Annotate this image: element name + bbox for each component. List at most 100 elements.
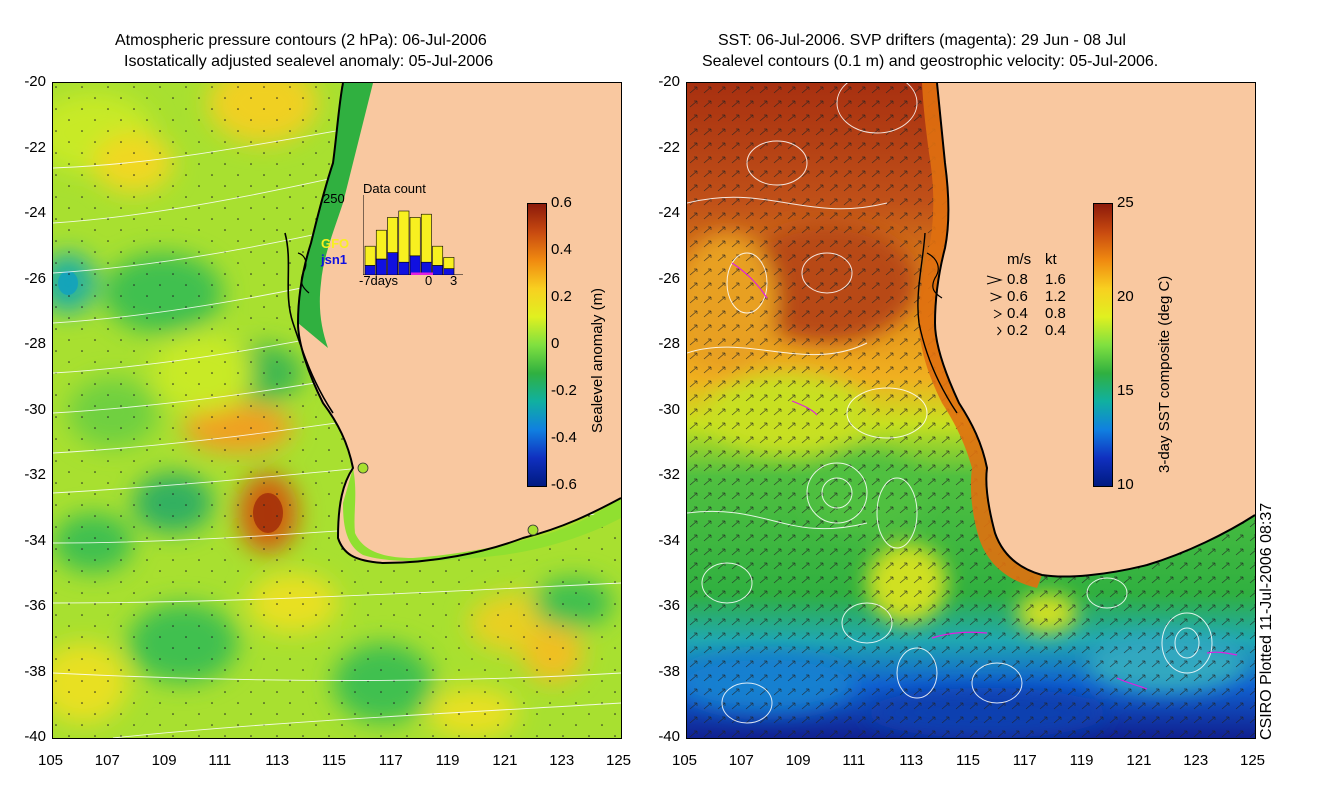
left-y-tick: -28	[24, 335, 46, 352]
data-count-bars	[363, 195, 463, 275]
right-y-tick: -24	[658, 204, 680, 221]
left-x-tick: 121	[492, 752, 518, 769]
right-x-tick: 115	[956, 752, 980, 769]
jsn1-bar	[398, 261, 410, 275]
left-panel-tick: 0.2	[551, 288, 572, 305]
left-y-tick: -36	[24, 597, 46, 614]
gfo-bar	[387, 217, 399, 253]
right-title-line2: Sealevel contours (0.1 m) and geostrophi…	[702, 53, 1159, 70]
velocity-legend-kt-header: kt	[1045, 251, 1057, 268]
velocity-arrow-icon	[993, 309, 1003, 319]
right-y-tick: -26	[658, 269, 680, 287]
right-x-tick: 119	[1069, 752, 1094, 769]
velocity-kt-value: 1.6	[1045, 271, 1066, 288]
gfo-bar	[432, 245, 444, 266]
right-x-tick: 109	[785, 752, 811, 769]
left-y-tick: -22	[24, 138, 46, 156]
gfo-bar	[420, 213, 432, 263]
sealevel-colorbar-label: Sealevel anomaly (m)	[589, 287, 606, 433]
right-y-tick: -40	[658, 728, 680, 745]
velocity-kt-value: 1.2	[1045, 288, 1066, 305]
left-y-tick: -24	[24, 204, 46, 221]
velocity-arrow-icon	[990, 292, 1003, 302]
data-count-jsn1-label: jsn1	[321, 252, 348, 267]
right-x-tick: 117	[1012, 752, 1037, 769]
left-y-tick: -40	[24, 728, 46, 745]
left-y-tick: -38	[24, 662, 46, 680]
right-panel-tick: 15	[1117, 382, 1134, 399]
left-title-line2: Isostatically adjusted sealevel anomaly:…	[124, 53, 494, 70]
right-y-tick: -32	[658, 466, 680, 483]
right-y-tick: -20	[658, 73, 680, 90]
left-sealevel-map: Data count 250 GFO jsn1 -7days 0 3 0.6 0.…	[52, 82, 622, 739]
left-x-tick: 117	[378, 752, 403, 769]
right-sst-map: m/s kt 0.8 1.6 0.6 1.2 0.4 0.8 0.2 0.4 25 20 15 10…	[686, 82, 1256, 739]
jsn1-bar	[432, 265, 444, 275]
velocity-legend: m/s kt 0.8 1.6 0.6 1.2 0.4 0.8 0.2 0.4	[985, 251, 1095, 351]
left-x-tick: 107	[94, 752, 120, 769]
left-y-tick: -30	[24, 400, 46, 418]
sealevel-colorbar	[527, 203, 547, 487]
data-count-title: Data count	[363, 181, 426, 196]
right-y-tick: -36	[658, 597, 680, 614]
right-x-tick: 123	[1183, 752, 1209, 769]
right-x-tick: 111	[842, 752, 866, 769]
velocity-arrow-icon	[986, 275, 1003, 285]
left-x-tick: 119	[435, 752, 460, 769]
left-y-tick: -20	[24, 73, 46, 90]
left-x-tick: 113	[265, 752, 290, 769]
left-panel-tick: 0	[551, 335, 560, 352]
velocity-kt-value: 0.8	[1045, 305, 1066, 322]
left-panel-tick: -0.6	[551, 476, 577, 493]
data-count-xlabel-right: 3	[450, 273, 458, 288]
left-y-tick: -34	[24, 531, 46, 549]
sst-colorbar	[1093, 203, 1113, 487]
right-x-tick: 113	[899, 752, 924, 769]
left-y-tick: -26	[24, 269, 46, 287]
velocity-ms-value: 0.4	[1007, 305, 1028, 322]
gfo-bar	[409, 217, 421, 257]
right-y-tick: -38	[658, 662, 680, 680]
velocity-kt-value: 0.4	[1045, 322, 1066, 339]
left-x-tick: 115	[322, 752, 346, 769]
left-x-tick: 125	[606, 752, 632, 769]
velocity-legend-ms-header: m/s	[1007, 251, 1032, 268]
data-count-ymax: 250	[323, 191, 345, 206]
left-y-tick: -32	[24, 466, 46, 483]
gfo-bar	[398, 210, 410, 263]
gfo-bar	[443, 257, 455, 269]
right-panel-tick: 25	[1117, 194, 1134, 211]
left-x-tick: 123	[549, 752, 575, 769]
left-panel-tick: -0.4	[551, 429, 577, 446]
left-x-tick: 109	[151, 752, 177, 769]
data-count-gfo-label: GFO	[321, 236, 350, 251]
jsn1-bar	[387, 252, 399, 275]
right-x-tick: 121	[1126, 752, 1152, 769]
left-x-tick: 105	[38, 752, 64, 769]
velocity-ms-value: 0.8	[1007, 271, 1028, 288]
data-count-inset: Data count 250 GFO jsn1 -7days 0 3	[321, 181, 473, 301]
gfo-bar	[375, 229, 387, 260]
right-title-line1: SST: 06-Jul-2006. SVP drifters (magenta)…	[718, 32, 1126, 49]
velocity-ms-value: 0.2	[1007, 322, 1028, 339]
right-x-tick: 105	[672, 752, 698, 769]
svp-drifter-tracks	[731, 262, 1238, 690]
gfo-bar	[364, 245, 376, 266]
sst-colorbar-label: 3-day SST composite (deg C)	[1156, 275, 1173, 473]
right-panel-tick: 20	[1117, 288, 1134, 305]
left-panel-tick: 0.6	[551, 194, 572, 211]
right-panel-tick: 10	[1117, 476, 1134, 493]
right-y-tick: -22	[658, 138, 680, 156]
sst-field	[687, 83, 1255, 738]
right-x-tick: 107	[728, 752, 754, 769]
left-panel-tick: 0.4	[551, 241, 572, 258]
velocity-arrow-icon	[997, 326, 1002, 336]
left-title-line1: Atmospheric pressure contours (2 hPa): 0…	[115, 32, 487, 49]
plotted-timestamp: CSIRO Plotted 11-Jul-2006 08:37	[1258, 502, 1275, 740]
data-count-xlabel-left: -7days	[359, 273, 399, 288]
right-x-tick: 125	[1240, 752, 1266, 769]
left-panel-tick: -0.2	[551, 382, 577, 399]
velocity-ms-value: 0.6	[1007, 288, 1028, 305]
right-y-tick: -30	[658, 400, 680, 418]
left-x-tick: 111	[208, 752, 232, 769]
